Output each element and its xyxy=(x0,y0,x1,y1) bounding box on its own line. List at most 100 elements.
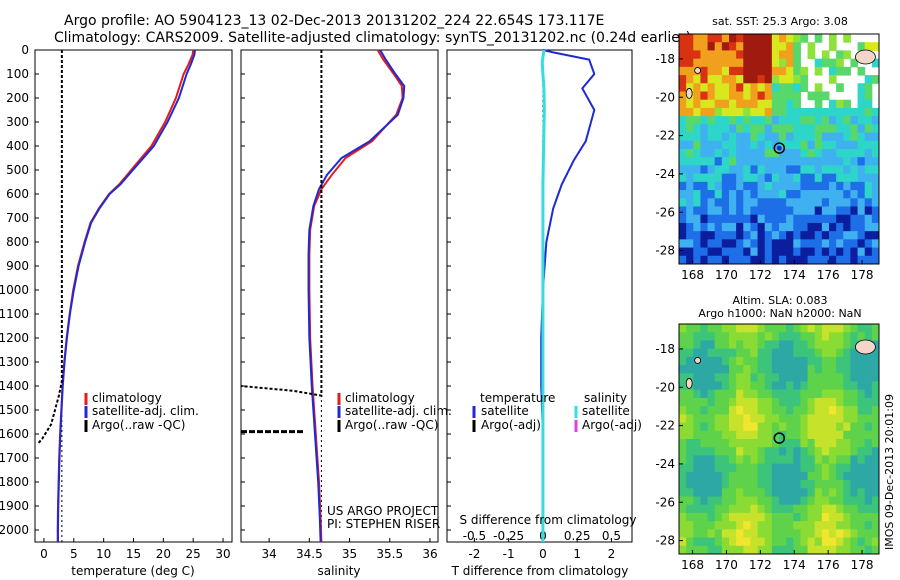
map-cell xyxy=(821,58,830,68)
map-cell xyxy=(707,537,716,547)
map-cell xyxy=(779,222,787,232)
map-cell xyxy=(714,422,723,432)
map-cell xyxy=(700,463,709,473)
map-cell xyxy=(736,356,744,366)
map-cell xyxy=(729,521,737,530)
map-cell xyxy=(800,332,809,341)
map-cell xyxy=(814,99,823,109)
map-cell xyxy=(829,512,837,522)
map-cell xyxy=(786,222,794,232)
map-cell xyxy=(850,206,859,216)
map-cell xyxy=(800,66,809,76)
map-cell xyxy=(764,537,773,547)
map-cell xyxy=(736,83,744,92)
map-cell xyxy=(836,190,844,199)
map-cell xyxy=(714,140,723,150)
map-cell xyxy=(729,340,737,350)
map-cell xyxy=(829,124,837,134)
map-cell xyxy=(743,397,751,407)
map-cell xyxy=(814,66,823,76)
map-cell xyxy=(871,140,880,150)
map-cell xyxy=(871,512,880,522)
map-cell xyxy=(857,157,866,166)
map-cell xyxy=(857,116,866,125)
map-cell xyxy=(793,91,801,101)
map-cell xyxy=(721,356,730,366)
map-cell xyxy=(779,496,787,506)
lon-tick-label: 170 xyxy=(715,268,738,282)
map-cell xyxy=(836,173,844,183)
map-cell xyxy=(714,365,723,374)
map-cell xyxy=(750,255,759,265)
map-cell xyxy=(850,190,859,199)
map-cell xyxy=(686,512,694,522)
y-tick-label: 500 xyxy=(6,163,29,177)
map-cell xyxy=(736,157,744,166)
map-cell xyxy=(736,149,744,158)
sla-map-subtitle: Argo h1000: NaN h2000: NaN xyxy=(698,307,861,320)
map-cell xyxy=(736,340,744,350)
map-cell xyxy=(693,397,701,407)
map-cell xyxy=(850,348,859,358)
map-cell xyxy=(850,397,859,407)
map-cell xyxy=(850,365,859,374)
map-cell xyxy=(871,504,880,514)
map-cell xyxy=(700,107,709,117)
map-cell xyxy=(743,340,751,350)
temperature-xlabel: temperature (deg C) xyxy=(71,564,194,578)
map-cell xyxy=(836,206,844,216)
map-cell xyxy=(800,149,809,158)
map-cell xyxy=(871,324,880,333)
map-cell xyxy=(729,348,737,358)
map-cell xyxy=(743,480,751,489)
map-cell xyxy=(764,107,773,117)
map-cell xyxy=(821,348,830,358)
map-cell xyxy=(679,365,687,374)
imos-timestamp: IMOS 09-Dec-2013 20:01:09 xyxy=(883,394,896,550)
lat-tick-label: -20 xyxy=(655,90,675,104)
map-cell xyxy=(836,480,844,489)
map-cell xyxy=(771,356,780,366)
map-cell xyxy=(721,173,730,183)
map-cell xyxy=(821,455,830,465)
map-cell xyxy=(764,447,773,456)
map-cell xyxy=(807,181,816,191)
map-cell xyxy=(693,247,701,257)
map-cell xyxy=(793,381,801,391)
map-cell xyxy=(700,58,709,68)
map-cell xyxy=(757,42,766,51)
x-tick-label: 35.5 xyxy=(376,547,403,561)
map-cell xyxy=(736,116,744,125)
map-cell xyxy=(750,504,759,514)
map-cell xyxy=(786,381,794,391)
map-cell xyxy=(829,414,837,424)
map-cell xyxy=(750,324,759,333)
map-cell xyxy=(793,247,801,257)
map-cell xyxy=(693,471,701,481)
map-cell xyxy=(757,157,766,166)
map-cell xyxy=(829,206,837,216)
map-cell xyxy=(800,537,809,547)
map-cell xyxy=(800,365,809,374)
island-shape xyxy=(855,339,876,355)
map-cell xyxy=(864,157,873,166)
series-line-salinity-satellite xyxy=(540,49,546,542)
map-cell xyxy=(807,348,816,358)
map-cell xyxy=(871,206,880,216)
map-cell xyxy=(707,124,716,134)
map-cell xyxy=(807,365,816,374)
map-cell xyxy=(679,414,687,424)
map-cell xyxy=(871,75,880,84)
map-cell xyxy=(786,373,794,382)
map-cell xyxy=(829,149,837,158)
map-cell xyxy=(693,91,701,101)
map-cell xyxy=(707,406,716,415)
map-cell xyxy=(779,116,787,125)
map-cell xyxy=(729,239,737,249)
map-cell xyxy=(871,58,880,68)
map-cell xyxy=(693,521,701,530)
map-cell xyxy=(871,496,880,506)
map-cell xyxy=(800,348,809,358)
y-tick-label: 1100 xyxy=(0,307,29,321)
